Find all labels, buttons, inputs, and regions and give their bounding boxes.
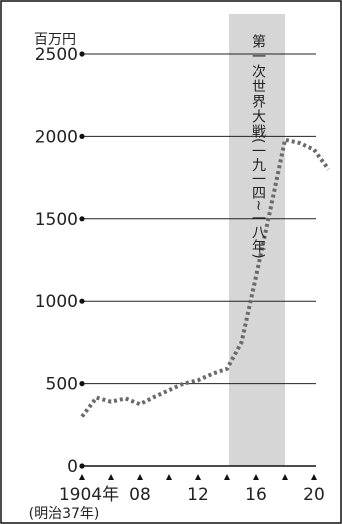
x-minor-tick-1906: [108, 474, 114, 480]
y-tick-label-1000: 1000: [35, 292, 78, 312]
x-minor-tick-1916: [253, 474, 259, 480]
war-period-label: 第一次世界大戦: [250, 33, 266, 139]
x-minor-tick-1904: [79, 474, 85, 480]
series-line-0: [80, 137, 331, 418]
war-period-years-label: (一九一四~一八年): [250, 138, 266, 259]
y-tick-label-2500: 2500: [35, 45, 78, 65]
y-tick-dot-1000: [79, 298, 85, 304]
x-tick-label-08: 08: [129, 485, 151, 505]
y-tick-label-2000: 2000: [35, 127, 78, 147]
x-minor-tick-1910: [166, 474, 172, 480]
y-tick-label-1500: 1500: [35, 210, 78, 230]
x-sublabel: (明治37年): [29, 506, 100, 522]
y-tick-dot-1500: [79, 216, 85, 222]
x-tick-label-20: 20: [303, 485, 325, 505]
x-minor-tick-1908: [137, 474, 143, 480]
y-tick-dot-2000: [79, 133, 85, 139]
x-minor-tick-1918: [282, 474, 288, 480]
y-tick-dot-2500: [79, 51, 85, 57]
y-tick-dot-500: [79, 381, 85, 387]
x-minor-tick-1912: [195, 474, 201, 480]
y-tick-label-0: 0: [67, 457, 78, 477]
x-tick-label-16: 16: [245, 485, 267, 505]
x-minor-tick-1920: [311, 474, 317, 480]
x-minor-tick-1914: [224, 474, 230, 480]
war-period-band: [229, 14, 285, 466]
y-tick-label-500: 500: [46, 375, 78, 395]
x-tick-label-12: 12: [187, 485, 209, 505]
x-tick-label-1904年: 1904年: [59, 485, 119, 505]
unit-label: 百万円: [34, 32, 76, 48]
